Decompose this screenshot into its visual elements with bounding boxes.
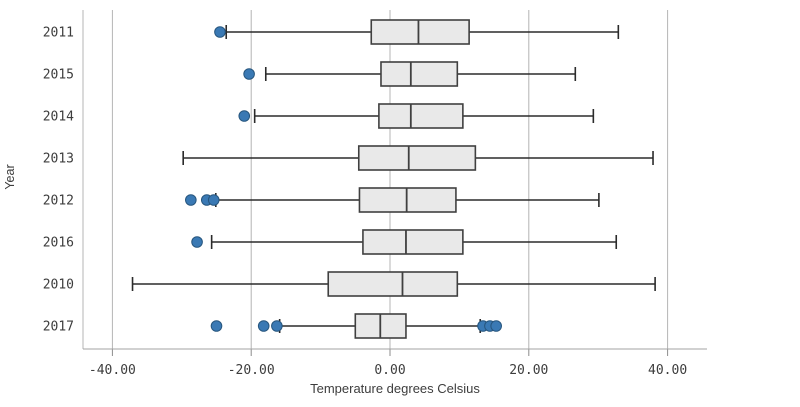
x-tick-label: 40.00 <box>648 363 687 378</box>
x-tick-label: 20.00 <box>509 363 548 378</box>
box-row-2016[interactable]: 2016 <box>43 229 618 255</box>
box-row-2011[interactable]: 2011 <box>43 19 620 45</box>
box[interactable] <box>327 271 459 297</box>
box-row-2012[interactable]: 2012 <box>43 187 600 213</box>
outlier-point[interactable] <box>210 320 223 332</box>
box-row-2014[interactable]: 2014 <box>43 103 595 129</box>
y-tick-label-2010[interactable]: 2010 <box>43 278 74 293</box>
outlier-point[interactable] <box>243 68 255 80</box>
box[interactable] <box>370 19 470 45</box>
box-row-2013[interactable]: 2013 <box>43 145 654 171</box>
outlier-point[interactable] <box>271 320 283 332</box>
box[interactable] <box>378 103 464 129</box>
outlier-point[interactable] <box>238 110 251 122</box>
y-tick-label-2015[interactable]: 2015 <box>43 68 74 83</box>
y-axis-title: Year <box>3 164 17 190</box>
outlier-point[interactable] <box>257 320 270 332</box>
outlier-point[interactable] <box>207 194 220 206</box>
x-tick-label: 0.00 <box>374 363 405 378</box>
y-tick-label-2013[interactable]: 2013 <box>43 152 74 167</box>
y-tick-label-2017[interactable]: 2017 <box>43 320 74 335</box>
x-axis-title: Temperature degrees Celsius <box>310 381 480 396</box>
y-tick-label-2014[interactable]: 2014 <box>43 110 74 125</box>
box-row-2015[interactable]: 2015 <box>43 61 577 87</box>
box-row-2010[interactable]: 2010 <box>43 271 656 297</box>
outlier-point[interactable] <box>214 26 226 38</box>
box-row-2017[interactable]: 2017 <box>43 313 502 339</box>
outlier-point[interactable] <box>191 236 203 248</box>
box[interactable] <box>380 61 459 87</box>
outlier-point[interactable] <box>185 194 197 206</box>
y-tick-label-2011[interactable]: 2011 <box>43 26 74 41</box>
x-tick-label: -40.00 <box>89 363 136 378</box>
outlier-point[interactable] <box>490 320 502 332</box>
box[interactable] <box>362 229 464 255</box>
x-tick-label: -20.00 <box>228 363 275 378</box>
y-tick-label-2016[interactable]: 2016 <box>43 236 74 251</box>
box[interactable] <box>358 187 457 213</box>
y-tick-label-2012[interactable]: 2012 <box>43 194 74 209</box>
box[interactable] <box>357 145 477 171</box>
